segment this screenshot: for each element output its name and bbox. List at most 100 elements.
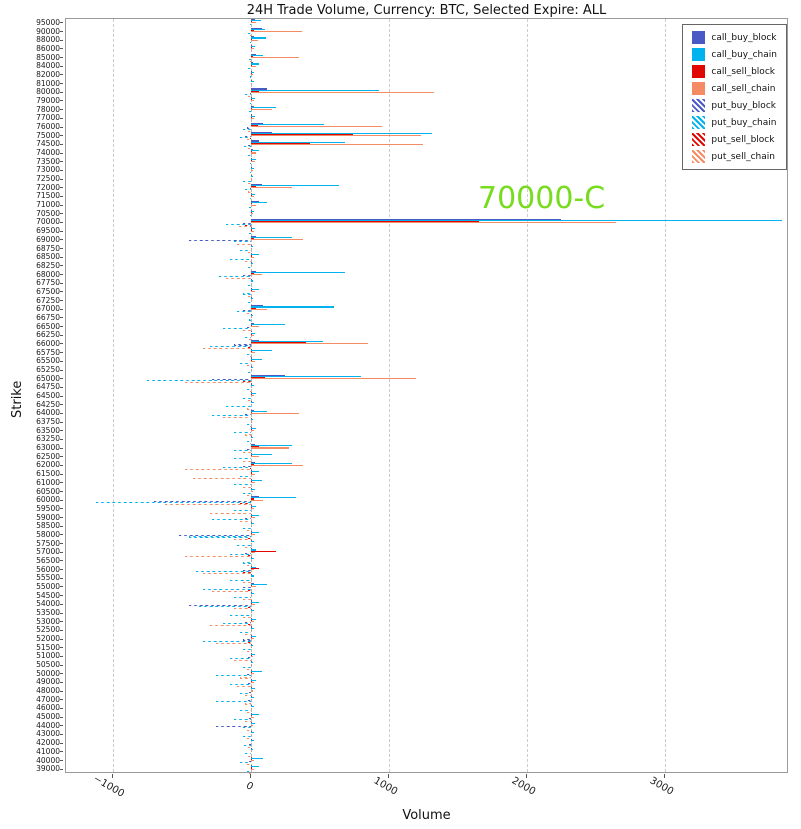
- bar-call_sell_chain: [250, 213, 253, 215]
- bar-call_buy_block: [250, 192, 253, 194]
- y-tick-mark: [60, 83, 63, 85]
- legend-swatch-put_sell_chain: [692, 150, 706, 163]
- bar-call_buy_block: [250, 235, 257, 238]
- bar-call_buy_block: [250, 565, 253, 567]
- bar-put_buy_chain: [246, 354, 251, 356]
- bar-call_buy_block: [250, 140, 260, 142]
- bar-call_sell_block: [250, 21, 253, 23]
- y-tick-mark: [60, 274, 63, 275]
- bar-call_sell_block: [250, 342, 307, 344]
- legend-item-put_sell_block[interactable]: put_sell_block: [692, 133, 777, 146]
- legend-item-put_buy_block[interactable]: put_buy_block: [692, 99, 777, 112]
- bar-call_sell_block: [250, 758, 252, 760]
- legend-label: put_buy_chain: [711, 117, 777, 128]
- bar-put_buy_chain: [242, 562, 251, 564]
- bar-call_sell_block: [250, 73, 252, 75]
- bar-put_buy_chain: [212, 414, 251, 417]
- y-tick-label: 61000: [36, 477, 60, 487]
- bar-call_buy_block: [250, 105, 254, 107]
- y-tick-mark: [60, 178, 63, 180]
- gridline-x-2000: [526, 19, 528, 772]
- bar-call_sell_chain: [250, 456, 260, 458]
- y-tick-mark: [60, 577, 63, 579]
- bar-call_buy_block: [250, 487, 252, 489]
- legend-swatch-put_buy_block: [692, 99, 706, 112]
- bar-put_sell_chain: [245, 694, 251, 696]
- bar-call_buy_chain: [250, 749, 253, 751]
- bar-call_sell_chain: [250, 352, 255, 354]
- y-tick-mark: [60, 386, 63, 388]
- bar-call_sell_chain: [250, 438, 253, 440]
- y-tick-mark: [60, 308, 63, 310]
- bar-call_sell_block: [250, 160, 252, 162]
- bar-call_sell_chain: [250, 30, 302, 32]
- bar-put_buy_chain: [248, 67, 251, 69]
- bar-call_buy_block: [250, 131, 272, 133]
- y-tick-label: 77000: [36, 113, 60, 123]
- y-tick-label: 81000: [36, 78, 60, 88]
- legend-item-call_sell_block[interactable]: call_sell_block: [692, 65, 777, 78]
- bar-call_sell_chain: [250, 412, 300, 414]
- y-tick-label: 74500: [36, 139, 60, 149]
- bar-call_buy_block: [250, 600, 253, 602]
- bar-call_sell_block: [250, 142, 311, 144]
- bar-put_buy_chain: [242, 180, 251, 182]
- legend-item-put_sell_chain[interactable]: put_sell_chain: [692, 150, 777, 163]
- bar-put_sell_chain: [246, 651, 251, 653]
- bar-call_buy_block: [250, 166, 252, 168]
- bar-put_buy_chain: [246, 770, 251, 772]
- legend-item-call_sell_chain[interactable]: call_sell_chain: [692, 82, 777, 95]
- bar-put_sell_chain: [237, 686, 251, 688]
- legend-swatch-call_buy_block: [692, 31, 706, 44]
- y-tick-label: 52500: [36, 625, 60, 635]
- bar-call_sell_block: [250, 619, 252, 622]
- bar-put_buy_block: [242, 222, 251, 225]
- bar-call_buy_chain: [250, 740, 254, 742]
- legend-swatch-call_sell_block: [692, 65, 706, 78]
- y-tick-mark: [60, 369, 63, 371]
- legend-swatch-put_buy_chain: [692, 116, 706, 129]
- bar-call_buy_chain: [250, 497, 297, 499]
- legend-item-put_buy_chain[interactable]: put_buy_chain: [692, 116, 777, 129]
- legend: call_buy_block call_buy_chain call_sell_bl…: [682, 24, 787, 170]
- bar-put_buy_chain: [234, 241, 251, 243]
- bar-put_buy_block: [246, 448, 251, 450]
- bar-put_buy_block: [242, 309, 251, 311]
- bar-call_buy_block: [250, 652, 253, 654]
- bar-put_buy_chain: [242, 727, 251, 729]
- y-tick-label: 56500: [36, 555, 60, 565]
- y-tick-mark: [60, 213, 63, 215]
- y-tick-mark: [60, 291, 63, 293]
- bar-call_sell_chain: [250, 473, 255, 475]
- bar-call_sell_chain: [250, 482, 255, 484]
- y-tick-mark: [60, 161, 63, 163]
- y-tick-label: 90000: [36, 26, 60, 36]
- legend-item-call_buy_chain[interactable]: call_buy_chain: [692, 48, 777, 61]
- legend-item-call_buy_block[interactable]: call_buy_block: [692, 31, 777, 44]
- bar-call_buy_block: [250, 721, 252, 723]
- bar-call_sell_chain: [250, 681, 254, 683]
- bar-put_buy_chain: [248, 154, 251, 156]
- bar-put_buy_chain: [223, 623, 251, 625]
- bar-call_buy_chain: [250, 202, 268, 204]
- y-tick-mark: [60, 768, 63, 770]
- bar-put_sell_chain: [234, 538, 251, 540]
- y-tick-mark: [60, 378, 63, 380]
- bar-put_sell_block: [248, 537, 251, 539]
- bar-call_sell_chain: [250, 733, 253, 735]
- bar-call_sell_chain: [250, 430, 254, 432]
- bar-call_buy_chain: [250, 280, 253, 282]
- y-tick-mark: [60, 673, 63, 675]
- bar-put_sell_chain: [249, 391, 251, 393]
- bar-put_sell_chain: [246, 712, 251, 714]
- bar-put_buy_chain: [242, 666, 251, 668]
- legend-label: call_sell_chain: [711, 83, 776, 94]
- bar-call_buy_block: [250, 270, 257, 272]
- bar-put_buy_block: [246, 327, 251, 329]
- bar-call_buy_block: [250, 357, 253, 359]
- bar-call_buy_block: [250, 157, 253, 159]
- bar-put_sell_chain: [242, 582, 251, 584]
- bar-call_buy_block: [250, 374, 286, 376]
- y-tick-label: 59500: [36, 503, 60, 513]
- bar-put_buy_block: [249, 188, 251, 190]
